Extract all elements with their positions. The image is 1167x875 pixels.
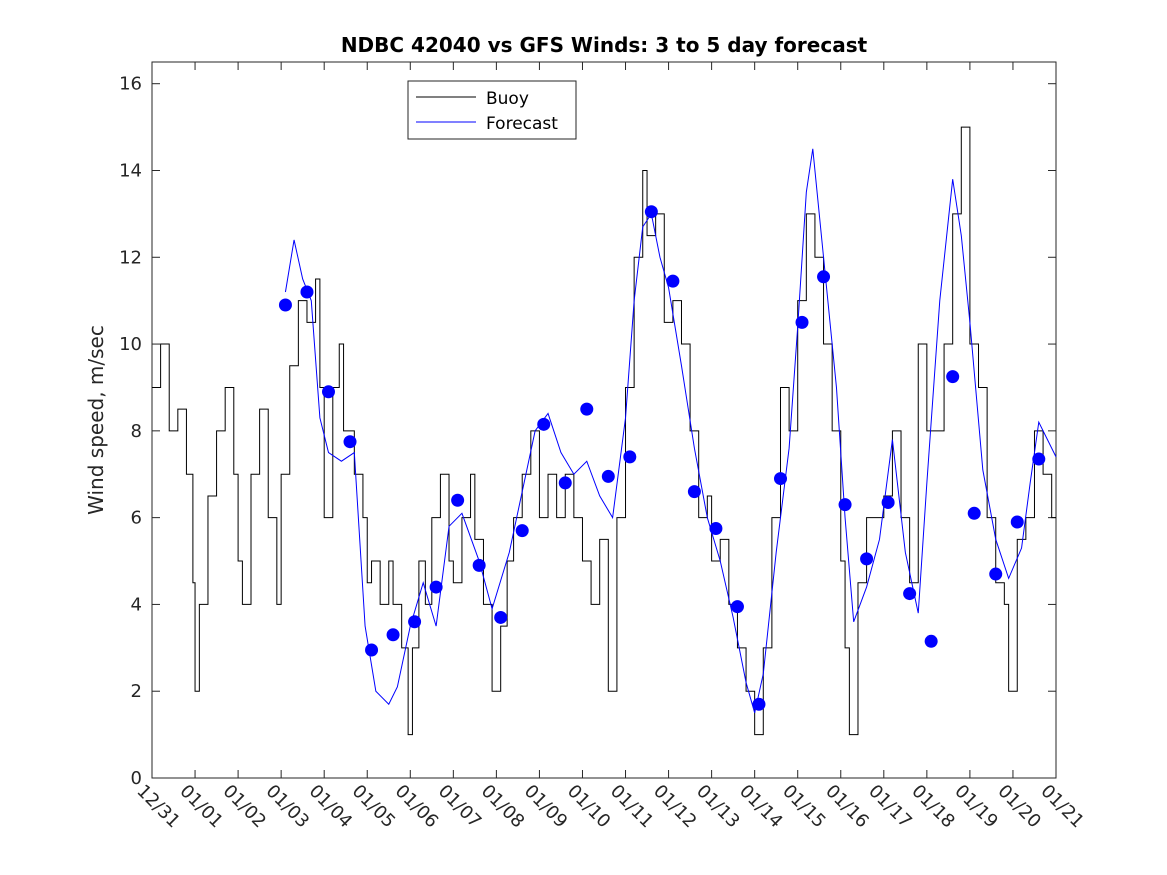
forecast-marker — [860, 552, 874, 566]
x-tick-label: 01/03 — [262, 781, 314, 833]
x-tick-label: 01/20 — [993, 781, 1045, 833]
x-tick-label: 01/08 — [477, 781, 529, 833]
forecast-marker — [1010, 515, 1024, 529]
x-tick-label: 01/11 — [606, 781, 658, 833]
y-tick-label: 2 — [131, 681, 142, 702]
y-axis: 0 2 4 6 8 10 12 14 16 — [119, 74, 1056, 789]
chart-title: NDBC 42040 vs GFS Winds: 3 to 5 day fore… — [341, 33, 868, 57]
series-line-buoy — [152, 126, 1056, 736]
x-tick-label: 01/12 — [649, 781, 701, 833]
forecast-marker — [623, 450, 637, 464]
x-tick-label: 01/19 — [950, 781, 1002, 833]
y-tick-label: 10 — [119, 334, 142, 355]
x-tick-label: 01/10 — [563, 781, 615, 833]
legend-buoy-label: Buoy — [486, 89, 529, 109]
forecast-marker — [967, 506, 981, 520]
x-tick-label: 01/13 — [692, 781, 744, 833]
x-tick-label: 01/07 — [434, 781, 486, 833]
forecast-marker — [321, 385, 335, 399]
forecast-marker — [687, 485, 701, 499]
forecast-marker — [451, 493, 465, 507]
forecast-marker — [300, 285, 314, 299]
forecast-marker — [408, 615, 422, 629]
legend-forecast-label: Forecast — [486, 114, 558, 134]
forecast-marker — [580, 402, 594, 416]
x-tick-label: 01/21 — [1036, 781, 1088, 833]
y-tick-label: 0 — [131, 768, 142, 789]
forecast-marker — [343, 435, 357, 449]
forecast-marker — [795, 315, 809, 329]
forecast-marker — [1032, 452, 1046, 466]
forecast-marker — [494, 610, 508, 624]
forecast-marker — [472, 558, 486, 572]
forecast-marker — [903, 587, 917, 601]
x-tick-label: 01/05 — [348, 781, 400, 833]
forecast-marker — [601, 469, 615, 483]
x-tick-label: 01/06 — [391, 781, 443, 833]
forecast-marker — [709, 521, 723, 535]
forecast-marker — [773, 472, 787, 486]
plot-area — [151, 61, 1057, 779]
x-tick-label: 01/17 — [864, 781, 916, 833]
forecast-marker — [881, 495, 895, 509]
forecast-marker — [386, 628, 400, 642]
y-tick-label: 6 — [131, 508, 142, 529]
x-tick-label: 01/15 — [778, 781, 830, 833]
forecast-marker — [278, 298, 292, 312]
x-tick-label: 01/02 — [219, 781, 271, 833]
forecast-marker — [666, 274, 680, 288]
x-tick-label: 01/18 — [907, 781, 959, 833]
y-tick-label: 14 — [119, 160, 142, 181]
forecast-marker — [515, 524, 529, 538]
y-tick-label: 4 — [131, 594, 142, 615]
forecast-marker — [558, 476, 572, 490]
x-tick-label: 01/01 — [176, 781, 228, 833]
y-tick-label: 8 — [131, 421, 142, 442]
forecast-marker — [537, 417, 551, 431]
forecast-marker — [838, 498, 852, 512]
legend-box — [407, 80, 577, 140]
series-line-forecast — [284, 148, 1057, 714]
y-axis-label: Wind speed, m/sec — [84, 325, 108, 515]
forecast-marker — [946, 370, 960, 384]
forecast-marker — [752, 697, 766, 711]
legend: Buoy Forecast — [407, 80, 577, 140]
x-tick-label: 01/09 — [520, 781, 572, 833]
y-tick-label: 16 — [119, 74, 142, 95]
forecast-marker — [429, 580, 443, 594]
forecast-marker — [644, 205, 658, 219]
forecast-marker — [817, 270, 831, 284]
marker-layer — [278, 205, 1046, 711]
forecast-marker — [730, 600, 744, 614]
x-tick-label: 01/14 — [735, 781, 787, 833]
series-layer — [152, 126, 1057, 736]
forecast-marker — [924, 634, 938, 648]
forecast-marker — [989, 567, 1003, 581]
x-tick-label: 01/16 — [821, 781, 873, 833]
forecast-marker — [365, 643, 379, 657]
x-tick-label: 01/04 — [305, 781, 357, 833]
y-tick-label: 12 — [119, 247, 142, 268]
